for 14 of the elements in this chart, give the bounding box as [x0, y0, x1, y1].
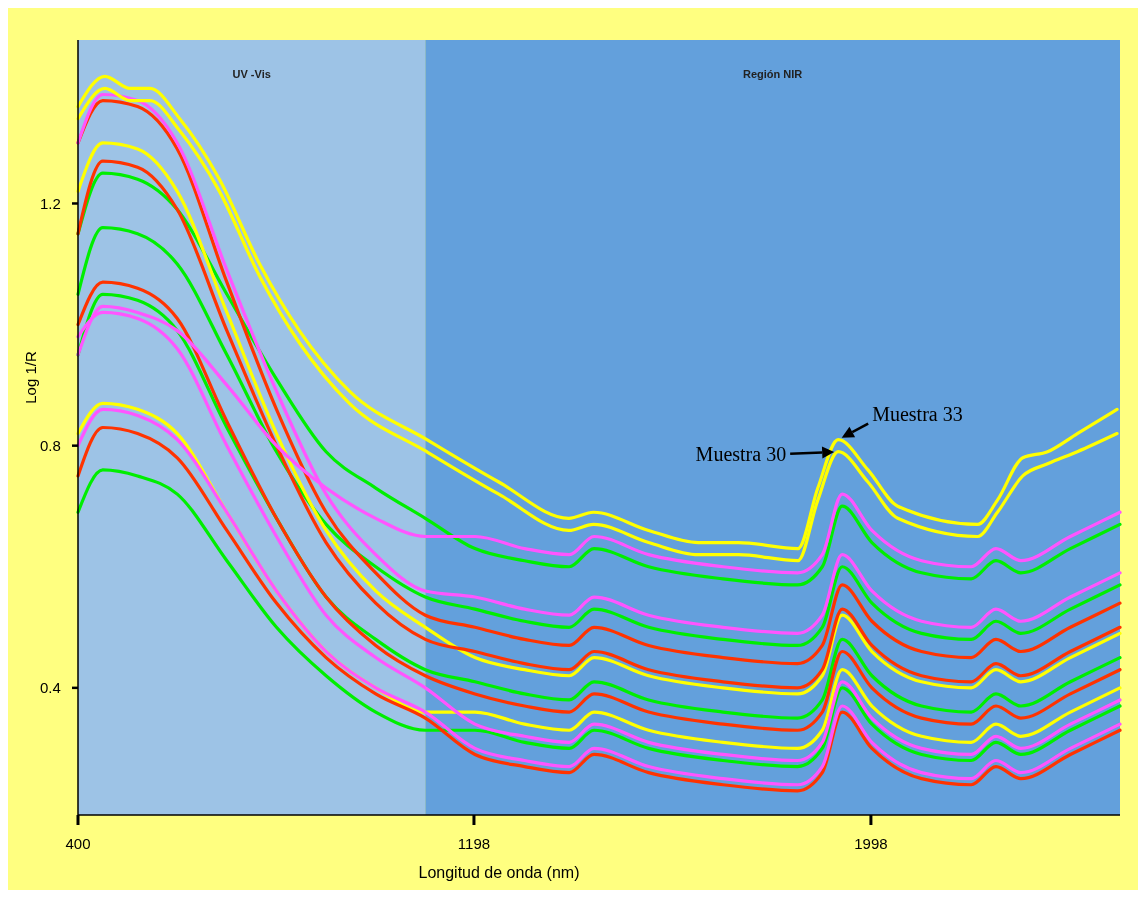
y-axis-title: Log 1/R [22, 351, 39, 404]
y-tick-label: 0.4 [40, 679, 61, 697]
annotation: Muestra 30 [695, 442, 787, 465]
x-axis-title: Longitud de onda (nm) [418, 864, 580, 881]
x-tick-label: 400 [65, 835, 91, 852]
line-series [76, 468, 1122, 769]
y-tick-label: 0.8 [40, 436, 61, 454]
annotation: Muestra 33 [872, 402, 963, 425]
x-tick-label: 1998 [854, 835, 888, 852]
y-tick-label: 1.2 [40, 194, 61, 212]
band-label: Región NIR [743, 68, 803, 80]
band-label: UV -Vis [232, 68, 271, 80]
x-tick-label: 1198 [457, 835, 491, 852]
line-series [76, 226, 1122, 648]
